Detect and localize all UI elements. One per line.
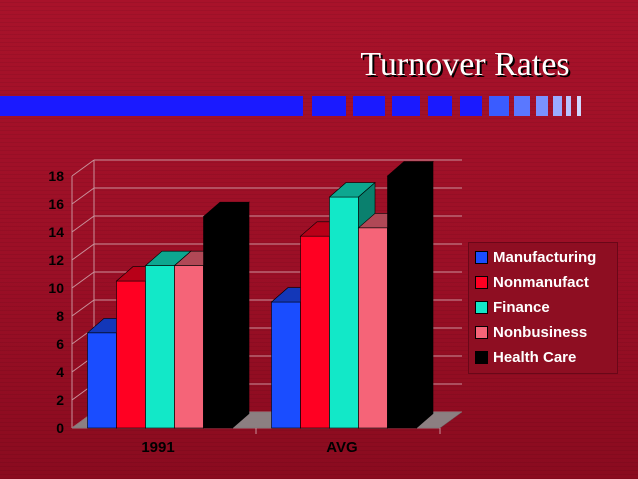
y-tick-label: 10: [48, 280, 64, 296]
y-tick-label: 0: [56, 420, 64, 436]
legend-item: Health Care: [475, 347, 576, 367]
legend-item: Finance: [475, 297, 550, 317]
legend-item: Nonbusiness: [475, 322, 587, 342]
x-category-label: AVG: [326, 439, 357, 456]
gridline-side: [71, 187, 95, 205]
bar-front: [300, 235, 330, 429]
bar-side: [232, 201, 250, 429]
legend-label: Health Care: [493, 348, 577, 366]
slide-title: Turnover Rates: [360, 46, 570, 83]
gridline-side: [71, 215, 95, 233]
y-tick-label: 4: [56, 364, 64, 380]
legend-label: Nonmanufact: [493, 273, 589, 291]
bar-front: [358, 227, 388, 429]
y-tick-label: 14: [48, 224, 64, 240]
bar-front: [145, 265, 175, 429]
bar-health-care-1991: [202, 201, 250, 429]
bar-front: [387, 175, 417, 429]
y-tick-label: 18: [48, 168, 64, 184]
legend-swatch: [475, 300, 488, 314]
bar-chart: 0 2 4 6 8 10 12 14 16 18 1991 AVG: [48, 159, 463, 456]
bar-side: [416, 160, 434, 429]
legend-label: Finance: [493, 298, 550, 316]
bar-front: [87, 332, 117, 429]
legend-label: Nonbusiness: [493, 323, 588, 341]
legend-label: Manufacturing: [493, 248, 597, 266]
bar-health-care-avg: [386, 160, 434, 429]
legend-swatch: [475, 350, 488, 364]
bar-front: [116, 280, 146, 429]
legend-item: Manufacturing: [475, 247, 596, 267]
y-tick-label: 2: [56, 392, 64, 408]
gridline-side: [71, 243, 95, 261]
gridline-side: [71, 271, 95, 289]
x-category-label: 1991: [141, 439, 174, 456]
y-tick-label: 12: [48, 252, 64, 268]
bar-front: [203, 216, 233, 429]
chart-legend: Manufacturing Nonmanufact Finance Nonbusine…: [468, 242, 618, 374]
bar-front: [271, 301, 301, 429]
gridline-side: [71, 299, 95, 317]
gridline-side: [71, 159, 95, 177]
legend-swatch: [475, 325, 488, 339]
legend-swatch: [475, 250, 488, 264]
y-tick-label: 6: [56, 336, 64, 352]
legend-item: Nonmanufact: [475, 272, 589, 292]
bar-front: [174, 265, 204, 429]
y-tick-label: 16: [48, 196, 64, 212]
legend-swatch: [475, 275, 488, 289]
title-decoration-bar: [0, 96, 581, 116]
bar-front: [329, 196, 359, 429]
y-tick-label: 8: [56, 308, 64, 324]
